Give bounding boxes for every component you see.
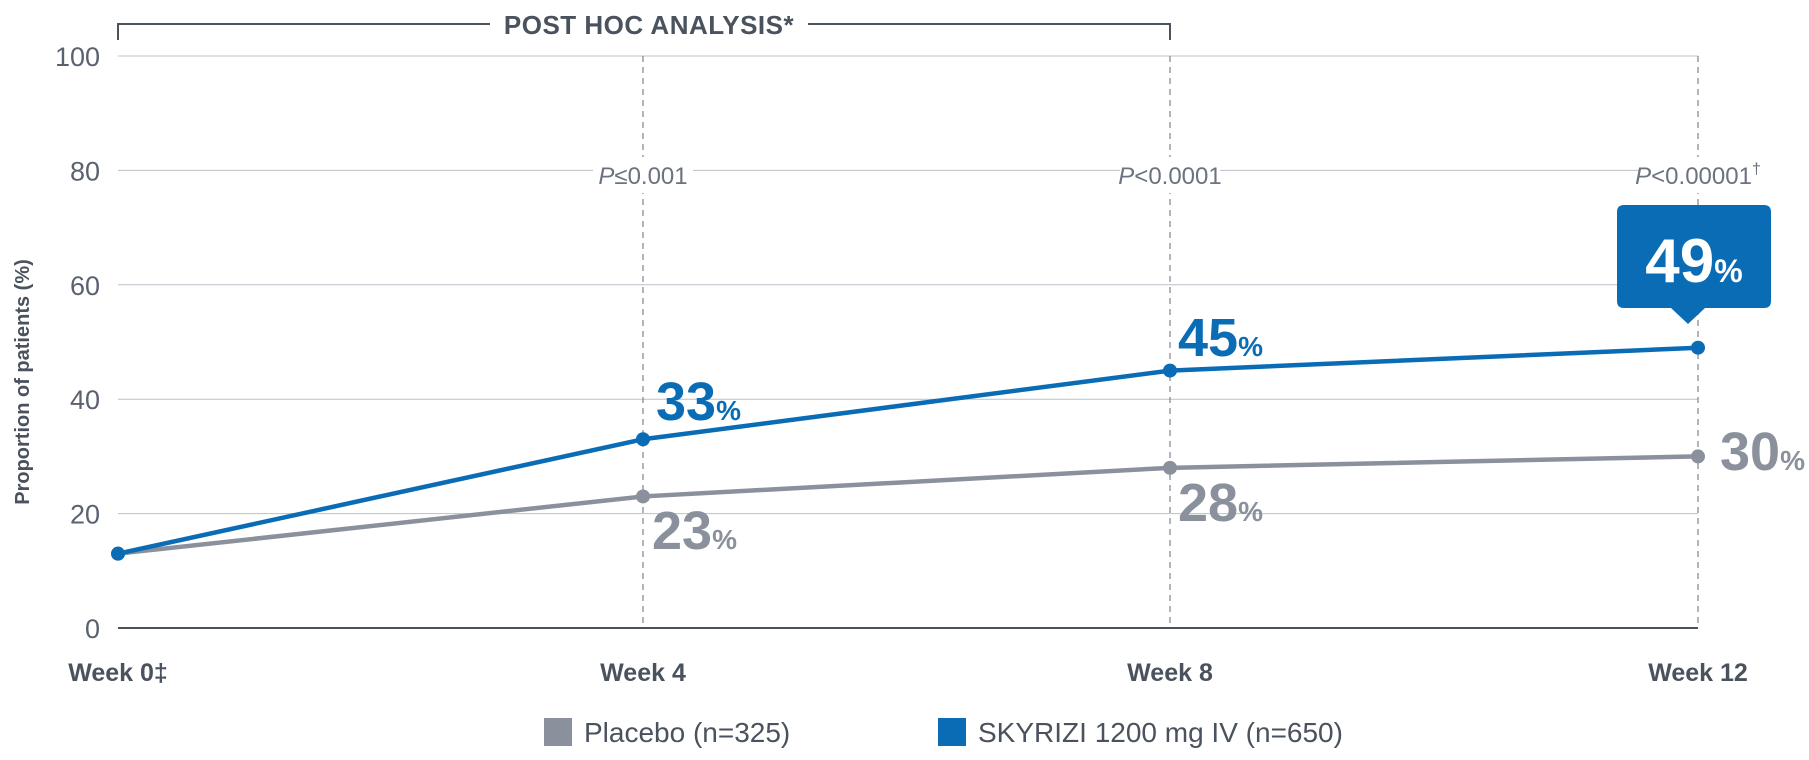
data-label-value: 23 [652, 501, 712, 561]
data-point [111, 546, 125, 561]
y-tick-label: 40 [70, 385, 100, 415]
data-point [636, 489, 650, 504]
p-value-prefix: P [1118, 163, 1134, 190]
y-tick-label: 0 [85, 614, 100, 644]
y-tick-label: 100 [55, 42, 100, 72]
series-line-1 [117, 345, 1699, 556]
callout-label: 49% [1645, 227, 1742, 296]
data-label: 28% [1178, 473, 1263, 533]
data-label: 30% [1720, 422, 1805, 482]
data-point [1163, 460, 1177, 475]
data-label-value: 30 [1720, 422, 1780, 482]
y-tick-label: 20 [70, 500, 100, 530]
data-point [1691, 449, 1705, 464]
data-label: 23% [652, 501, 737, 561]
y-tick-label: 80 [70, 156, 100, 186]
data-label: 33% [656, 372, 741, 432]
legend-label-skyrizi: SKYRIZI 1200 mg IV (n=650) [978, 717, 1343, 748]
data-label-percent: % [1780, 445, 1805, 476]
legend-swatch-skyrizi [938, 718, 966, 746]
legend-label-placebo: Placebo (n=325) [584, 717, 790, 748]
x-tick-label: Week 12 [1648, 659, 1748, 687]
p-value-superscript: † [1752, 161, 1761, 178]
p-value-label: P<0.00001† [1635, 161, 1761, 190]
data-label: 45% [1178, 308, 1263, 368]
callout-percent: % [1714, 253, 1742, 289]
bracket-label: POST HOC ANALYSIS* [504, 10, 795, 40]
data-point [636, 432, 650, 447]
data-label-percent: % [1238, 331, 1263, 362]
p-value-background [1120, 157, 1220, 193]
p-value-background [593, 157, 693, 193]
data-label-percent: % [1238, 496, 1263, 527]
data-label-percent: % [716, 395, 741, 426]
p-value-label: P<0.0001 [1118, 163, 1221, 190]
data-point [1691, 340, 1705, 355]
p-value-prefix: P [598, 163, 614, 190]
p-value-text: <0.00001 [1651, 163, 1752, 190]
callout-value: 49 [1645, 227, 1714, 296]
x-tick-label: Week 8 [1127, 659, 1213, 687]
y-axis-label: Proportion of patients (%) [12, 259, 34, 505]
p-value-prefix: P [1635, 163, 1651, 190]
bracket-right-line [808, 23, 1171, 40]
series-line-0 [117, 454, 1699, 556]
p-value-text: <0.0001 [1134, 163, 1221, 190]
data-label-value: 28 [1178, 473, 1238, 533]
data-label-percent: % [712, 524, 737, 555]
callout-box [1617, 205, 1771, 324]
p-value-background [1640, 157, 1762, 193]
p-value-label: P≤0.001 [598, 163, 687, 190]
bracket-left-line [117, 23, 490, 40]
x-tick-label: Week 0‡ [68, 659, 168, 687]
data-label-value: 45 [1178, 308, 1238, 368]
legend-swatch-placebo [544, 718, 572, 746]
y-tick-label: 60 [70, 271, 100, 301]
data-label-value: 33 [656, 372, 716, 432]
p-value-text: ≤0.001 [614, 163, 687, 190]
x-tick-label: Week 4 [600, 659, 686, 687]
data-point [1163, 363, 1177, 378]
